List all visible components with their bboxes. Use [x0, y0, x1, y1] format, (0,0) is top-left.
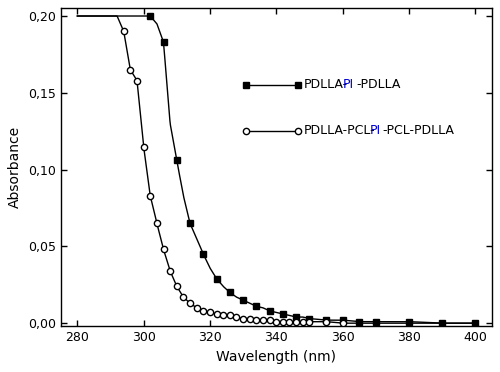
Text: PDLLA-: PDLLA-	[304, 78, 348, 91]
X-axis label: Wavelength (nm): Wavelength (nm)	[216, 350, 336, 364]
Text: PI: PI	[343, 78, 354, 91]
Text: -PDLLA: -PDLLA	[356, 78, 401, 91]
Text: PI: PI	[370, 124, 381, 137]
Text: -PCL-PDLLA: -PCL-PDLLA	[382, 124, 454, 137]
Y-axis label: Absorbance: Absorbance	[8, 126, 22, 208]
Text: PDLLA-PCL-: PDLLA-PCL-	[304, 124, 376, 137]
